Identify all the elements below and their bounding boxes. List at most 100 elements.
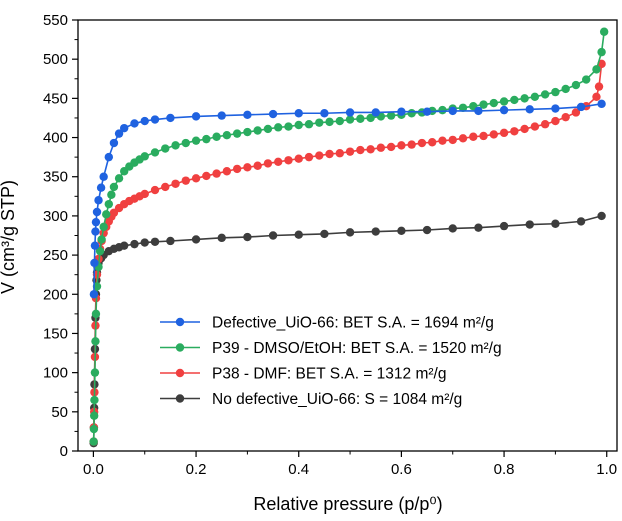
data-point <box>571 80 581 90</box>
data-point <box>320 109 329 118</box>
data-point <box>345 228 355 237</box>
data-point <box>97 235 106 244</box>
data-point <box>140 116 149 126</box>
data-point <box>294 120 303 130</box>
data-point <box>89 437 98 446</box>
data-point <box>294 154 303 163</box>
y-tick-label: 550 <box>43 12 68 29</box>
data-point <box>140 238 149 247</box>
legend-label: No defective_UiO-66: S = 1084 m²/g <box>212 391 462 408</box>
series-3 <box>89 59 606 446</box>
data-point <box>540 120 550 129</box>
data-point <box>99 172 108 181</box>
data-point <box>89 424 99 434</box>
data-point <box>356 145 365 155</box>
y-tick-label: 250 <box>43 247 68 264</box>
data-point <box>91 227 100 236</box>
data-point <box>202 134 211 144</box>
data-point <box>243 110 252 120</box>
data-point <box>263 124 273 134</box>
data-point <box>284 156 293 165</box>
data-point <box>597 99 606 109</box>
data-point <box>315 118 324 127</box>
data-point <box>191 136 201 145</box>
data-point <box>150 115 160 124</box>
data-point <box>422 225 432 235</box>
data-point <box>90 258 99 268</box>
legend-item: Defective_UiO-66: BET S.A. = 1694 m²/g <box>160 315 494 332</box>
data-point <box>222 167 232 176</box>
data-point <box>345 115 355 124</box>
data-point <box>120 123 129 133</box>
data-point <box>90 368 100 377</box>
data-point <box>597 211 606 221</box>
data-point <box>91 337 100 346</box>
data-point <box>120 241 129 250</box>
y-tick-label: 450 <box>43 90 68 107</box>
data-point <box>335 116 344 126</box>
data-point <box>243 127 252 137</box>
data-point <box>166 236 175 246</box>
data-point <box>489 98 498 108</box>
data-point <box>90 241 100 250</box>
data-point <box>114 174 124 183</box>
x-tick-label: 0.0 <box>83 461 104 478</box>
legend-label: P38 - DMF: BET S.A. = 1312 m²/g <box>212 366 446 383</box>
axes: 0.0 0.2 0.4 0.6 0.8 1.0 0 50 100 150 200 250 300 350 4… <box>43 12 618 478</box>
data-point <box>345 147 355 156</box>
data-point <box>407 140 416 149</box>
data-point <box>232 129 242 138</box>
data-point <box>253 126 262 135</box>
data-point <box>181 176 190 185</box>
legend: Defective_UiO-66: BET S.A. = 1694 m²/g P3… <box>160 315 502 408</box>
data-point <box>325 149 334 159</box>
legend-marker <box>175 368 185 378</box>
data-point <box>263 159 273 168</box>
data-point <box>386 142 396 152</box>
data-point <box>104 152 114 162</box>
data-point <box>386 111 396 120</box>
data-point <box>366 145 375 154</box>
data-point <box>109 138 119 148</box>
y-tick-label: 0 <box>60 443 68 460</box>
data-point <box>91 217 101 227</box>
data-point <box>397 107 406 116</box>
legend-item: No defective_UiO-66: S = 1084 m²/g <box>160 391 462 408</box>
data-point <box>551 87 560 97</box>
data-point <box>109 182 119 192</box>
data-point <box>202 171 211 181</box>
data-point <box>479 131 488 141</box>
data-point <box>474 106 483 116</box>
legend-marker <box>175 317 185 327</box>
data-point <box>576 217 586 226</box>
data-point <box>520 124 529 134</box>
data-point <box>510 127 519 136</box>
data-point <box>561 112 570 122</box>
data-point <box>576 102 586 112</box>
data-point <box>102 210 111 219</box>
data-point <box>345 108 355 117</box>
data-point <box>530 92 540 101</box>
data-point <box>92 282 102 291</box>
data-point <box>315 151 324 160</box>
data-point <box>397 141 406 150</box>
plot-area <box>89 27 609 448</box>
legend-label: Defective_UiO-66: BET S.A. = 1694 m²/g <box>212 315 494 332</box>
data-point <box>171 179 180 188</box>
data-point <box>243 163 252 172</box>
data-point <box>104 199 114 209</box>
data-point <box>274 123 283 132</box>
data-point <box>448 224 457 233</box>
data-point <box>232 164 242 174</box>
data-point <box>376 143 386 152</box>
data-point <box>95 246 105 256</box>
x-axis-title: Relative pressure (p/p⁰) <box>253 494 442 514</box>
data-point <box>551 219 560 228</box>
data-point <box>499 105 509 115</box>
legend-marker <box>175 343 185 352</box>
series-1 <box>89 99 606 299</box>
data-point <box>212 132 221 141</box>
data-point <box>499 97 509 106</box>
x-tick-label: 0.8 <box>494 461 515 478</box>
x-tick-label: 0.2 <box>186 461 207 478</box>
